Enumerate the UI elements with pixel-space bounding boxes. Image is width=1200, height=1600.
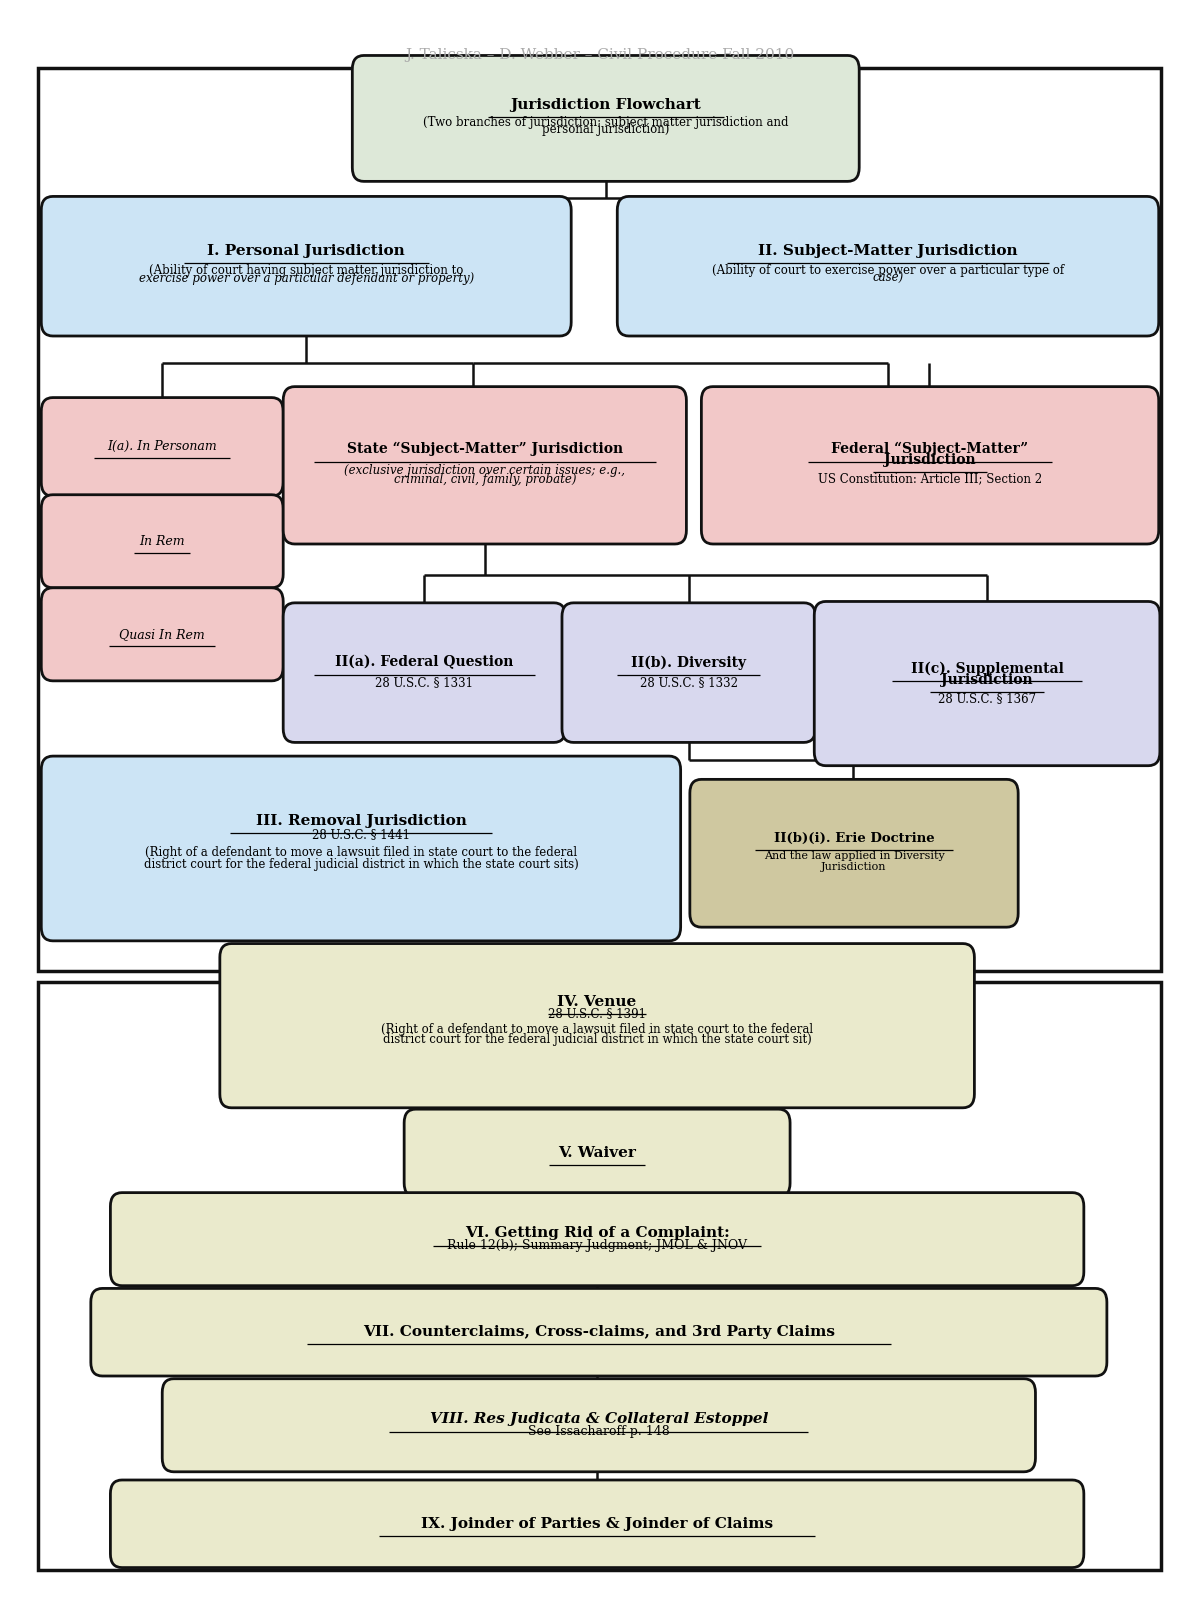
Text: (exclusive jurisdiction over certain issues; e.g.,: (exclusive jurisdiction over certain iss…	[344, 464, 625, 477]
Text: VI. Getting Rid of a Complaint:: VI. Getting Rid of a Complaint:	[464, 1226, 730, 1240]
Text: Jurisdiction: Jurisdiction	[884, 453, 976, 467]
Text: IV. Venue: IV. Venue	[558, 995, 637, 1008]
FancyBboxPatch shape	[562, 603, 816, 742]
Text: (Ability of court having subject matter jurisdiction to: (Ability of court having subject matter …	[149, 264, 463, 277]
Text: And the law applied in Diversity: And the law applied in Diversity	[763, 851, 944, 861]
FancyBboxPatch shape	[617, 197, 1159, 336]
Text: Jurisdiction Flowchart: Jurisdiction Flowchart	[510, 98, 701, 112]
Text: VIII. Res Judicata & Collateral Estoppel: VIII. Res Judicata & Collateral Estoppel	[430, 1413, 768, 1426]
Text: 28 U.S.C. § 1441: 28 U.S.C. § 1441	[312, 827, 410, 842]
Text: II(b). Diversity: II(b). Diversity	[631, 656, 746, 670]
Text: III. Removal Jurisdiction: III. Removal Jurisdiction	[256, 814, 467, 827]
Text: II(c). Supplemental: II(c). Supplemental	[911, 661, 1063, 675]
FancyBboxPatch shape	[283, 387, 686, 544]
Text: 28 U.S.C. § 1391: 28 U.S.C. § 1391	[548, 1006, 646, 1019]
FancyBboxPatch shape	[162, 1379, 1036, 1472]
Text: I. Personal Jurisdiction: I. Personal Jurisdiction	[208, 243, 406, 258]
FancyBboxPatch shape	[41, 397, 283, 496]
FancyBboxPatch shape	[404, 1109, 790, 1197]
Text: 28 U.S.C. § 1367: 28 U.S.C. § 1367	[938, 693, 1036, 706]
FancyBboxPatch shape	[41, 757, 680, 941]
Text: (Two branches of jurisdiction: subject matter jurisdiction and: (Two branches of jurisdiction: subject m…	[424, 115, 788, 130]
Text: (Ability of court to exercise power over a particular type of: (Ability of court to exercise power over…	[712, 264, 1064, 277]
FancyBboxPatch shape	[701, 387, 1159, 544]
Text: US Constitution: Article III; Section 2: US Constitution: Article III; Section 2	[818, 472, 1042, 485]
FancyBboxPatch shape	[690, 779, 1018, 926]
Text: Federal “Subject-Matter”: Federal “Subject-Matter”	[832, 442, 1028, 456]
Text: See Issacharoff p. 148: See Issacharoff p. 148	[528, 1424, 670, 1438]
Text: IX. Joinder of Parties & Joinder of Claims: IX. Joinder of Parties & Joinder of Clai…	[421, 1517, 773, 1531]
FancyBboxPatch shape	[41, 494, 283, 587]
FancyBboxPatch shape	[41, 587, 283, 682]
Text: II(a). Federal Question: II(a). Federal Question	[335, 656, 514, 670]
FancyBboxPatch shape	[110, 1192, 1084, 1286]
FancyBboxPatch shape	[110, 1480, 1084, 1568]
Text: case): case)	[872, 272, 904, 285]
Text: State “Subject-Matter” Jurisdiction: State “Subject-Matter” Jurisdiction	[347, 442, 623, 456]
Text: personal jurisdiction): personal jurisdiction)	[542, 123, 670, 136]
Text: Jurisdiction: Jurisdiction	[941, 674, 1033, 686]
Text: I(a). In Personam: I(a). In Personam	[107, 440, 217, 453]
Text: district court for the federal judicial district in which the state court sits): district court for the federal judicial …	[144, 858, 578, 870]
Text: II. Subject-Matter Jurisdiction: II. Subject-Matter Jurisdiction	[758, 243, 1018, 258]
Text: criminal, civil, family, probate): criminal, civil, family, probate)	[394, 474, 576, 486]
Text: (Right of a defendant to move a lawsuit filed in state court to the federal: (Right of a defendant to move a lawsuit …	[382, 1022, 814, 1035]
Bar	[38, 67, 1162, 971]
FancyBboxPatch shape	[353, 56, 859, 181]
Text: Quasi In Rem: Quasi In Rem	[119, 627, 205, 642]
Text: V. Waiver: V. Waiver	[558, 1146, 636, 1160]
Text: (Right of a defendant to move a lawsuit filed in state court to the federal: (Right of a defendant to move a lawsuit …	[145, 846, 577, 859]
Text: VII. Counterclaims, Cross-claims, and 3rd Party Claims: VII. Counterclaims, Cross-claims, and 3r…	[362, 1325, 835, 1339]
Text: In Rem: In Rem	[139, 534, 185, 547]
FancyBboxPatch shape	[91, 1288, 1106, 1376]
Bar	[38, 982, 1162, 1570]
Text: exercise power over a particular defendant or property): exercise power over a particular defenda…	[139, 272, 474, 285]
Text: II(b)(i). Erie Doctrine: II(b)(i). Erie Doctrine	[774, 832, 935, 845]
Text: Jurisdiction: Jurisdiction	[821, 861, 887, 872]
Text: 28 U.S.C. § 1331: 28 U.S.C. § 1331	[376, 677, 473, 690]
Text: Rule 12(b); Summary Judgment; JMOL & JNOV: Rule 12(b); Summary Judgment; JMOL & JNO…	[448, 1238, 748, 1251]
FancyBboxPatch shape	[41, 197, 571, 336]
FancyBboxPatch shape	[815, 602, 1160, 766]
Text: 28 U.S.C. § 1332: 28 U.S.C. § 1332	[640, 677, 738, 690]
Text: J. Talicska – D. Webber – Civil Procedure Fall 2010: J. Talicska – D. Webber – Civil Procedur…	[406, 48, 794, 62]
FancyBboxPatch shape	[220, 944, 974, 1107]
Text: district court for the federal judicial district in which the state court sit): district court for the federal judicial …	[383, 1034, 811, 1046]
FancyBboxPatch shape	[283, 603, 565, 742]
